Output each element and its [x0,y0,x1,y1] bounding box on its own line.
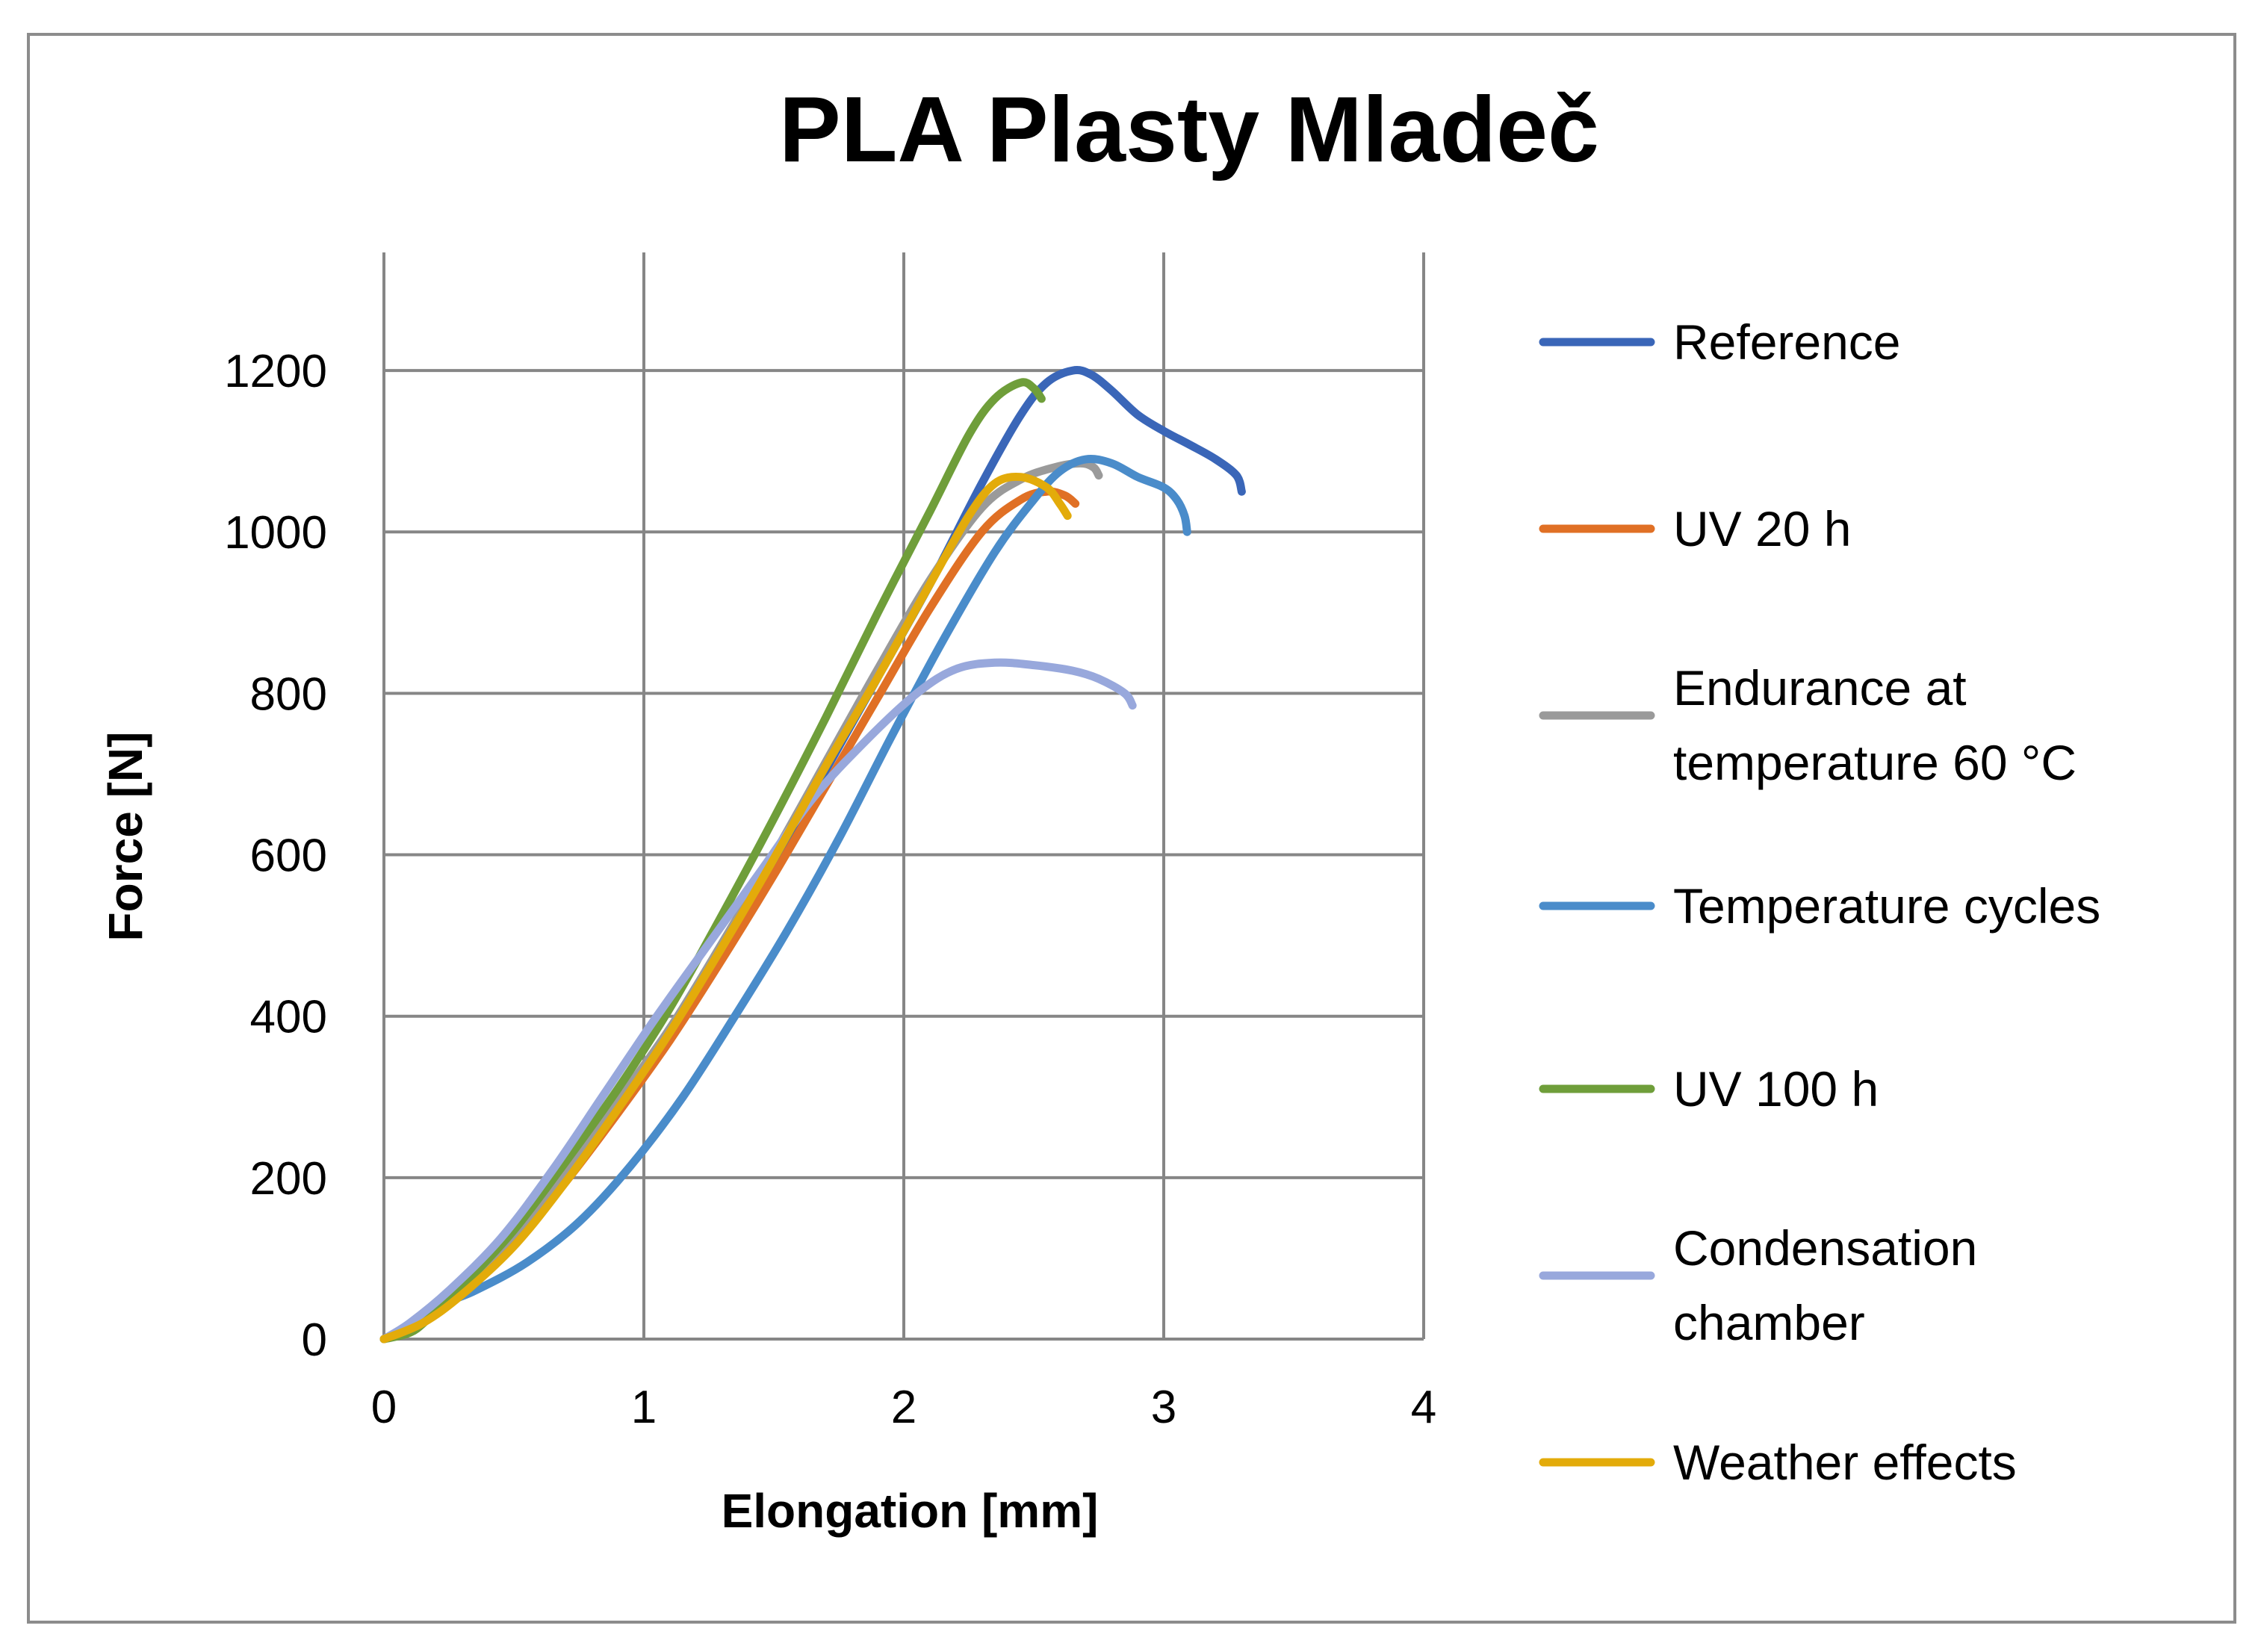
series-line-5 [379,658,1137,1344]
y-tick-labels: 0 200 400 600 800 1000 1200 [224,346,327,1366]
legend-item-4: UV 100 h [1539,1061,1879,1117]
legend: Reference UV 20 h Endurance at temperature … [1539,314,2100,1490]
x-axis-title: Elongation [mm] [722,1484,1099,1538]
x-tick-label-3: 3 [1151,1382,1176,1433]
gridlines [382,252,1425,1341]
x-tick-label-4: 4 [1411,1382,1436,1433]
legend-label-0: Reference [1673,314,1901,370]
y-tick-label-4: 800 [250,668,327,720]
y-tick-label-0: 0 [302,1314,327,1366]
chart-svg: PLA Plasty Mladeč 020040060080010001200 … [99,78,2100,1538]
legend-label-1: UV 20 h [1673,501,1851,556]
y-tick-label-6: 1200 [224,346,327,397]
y-axis-title: Force [N] [99,732,152,942]
series-line-6 [379,472,1072,1344]
legend-item-2: Endurance at temperature 60 °C [1539,660,2077,790]
series-line-4 [379,378,1046,1344]
chart-frame: PLA Plasty Mladeč 0 200 400 600 800 1000 1200 … [27,33,2236,1624]
x-tick-label-2: 2 [891,1382,917,1433]
y-tick-label-2: 400 [250,992,327,1043]
series-line-3 [379,455,1191,1344]
chart-title: PLA Plasty Mladeč [779,78,1599,181]
legend-item-0: Reference [1539,314,1901,370]
legend-label-4: UV 100 h [1673,1061,1879,1117]
legend-label-5: Condensation chamber [1673,1220,1977,1350]
legend-label-6: Weather effects [1673,1435,2017,1490]
legend-item-1: UV 20 h [1539,501,1851,556]
x-tick-label-1: 1 [631,1382,657,1433]
series-layer [379,366,1246,1344]
y-tick-label-3: 600 [250,830,327,882]
legend-label-2: Endurance at temperature 60 °C [1673,660,2077,790]
y-tick-label-5: 1000 [224,507,327,559]
legend-item-5: Condensation chamber [1539,1220,1977,1350]
x-tick-label-0: 0 [371,1382,397,1433]
legend-item-3: Temperature cycles [1539,878,2100,934]
legend-item-6: Weather effects [1539,1435,2017,1490]
y-tick-label-1: 200 [250,1153,327,1205]
legend-label-3: Temperature cycles [1673,878,2100,934]
x-tick-labels: 0 1 2 3 4 [371,1382,1436,1433]
